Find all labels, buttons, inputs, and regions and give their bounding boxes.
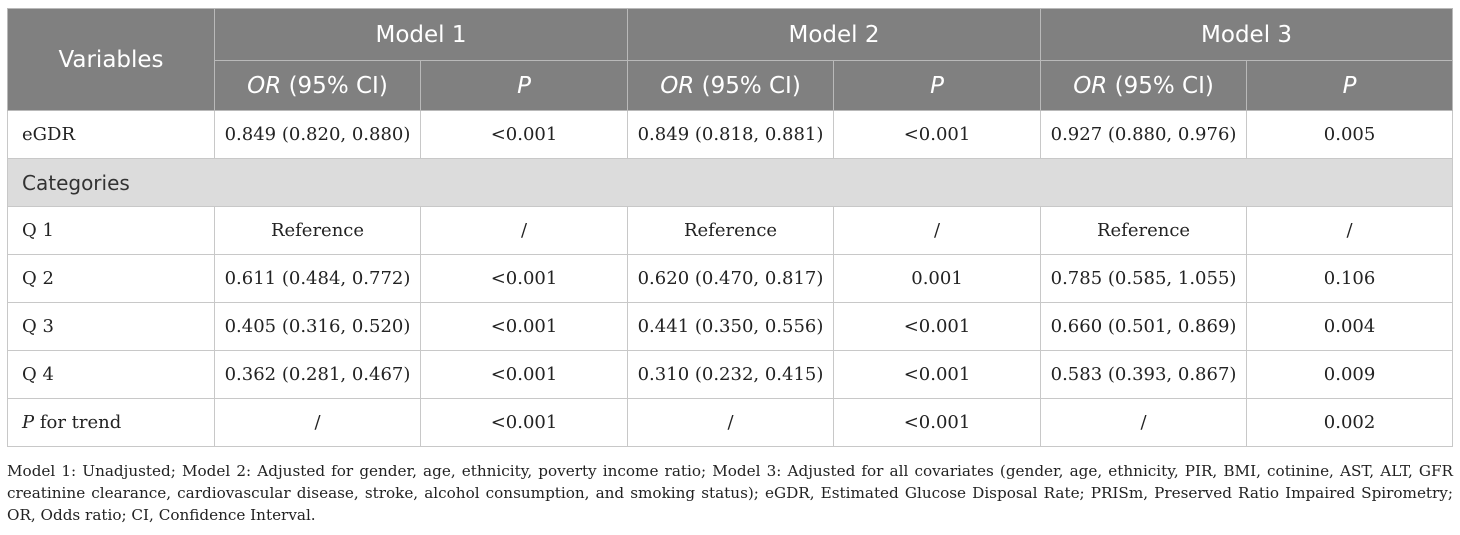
- or-label: OR: [247, 72, 282, 99]
- odds-ratio-table: Variables Model 1 Model 2 Model 3 OR (95…: [6, 8, 1454, 447]
- header-row-models: Variables Model 1 Model 2 Model 3: [7, 8, 1454, 111]
- results-table-container: Variables Model 1 Model 2 Model 3 OR (95…: [6, 8, 1454, 447]
- row-label: P for trend: [7, 398, 215, 447]
- table-cell: /: [214, 398, 421, 447]
- table-cell: 0.009: [1246, 350, 1454, 399]
- table-cell: <0.001: [833, 350, 1042, 399]
- table-cell: /: [1246, 206, 1454, 255]
- header-p-2: P: [833, 60, 1042, 111]
- ci-label: (95% CI): [694, 72, 801, 99]
- table-cell: 0.611 (0.484, 0.772): [214, 254, 421, 303]
- table-cell: 0.620 (0.470, 0.817): [627, 254, 835, 303]
- table-cell: 0.849 (0.820, 0.880): [214, 110, 421, 159]
- table-cell: 0.004: [1246, 302, 1454, 351]
- table-cell: <0.001: [833, 302, 1042, 351]
- table-row-egdr: eGDR 0.849 (0.820, 0.880) <0.001 0.849 (…: [7, 110, 1454, 159]
- table-cell: 0.106: [1246, 254, 1454, 303]
- trend-label: for trend: [34, 412, 122, 433]
- table-cell: Reference: [1040, 206, 1248, 255]
- table-cell: 0.927 (0.880, 0.976): [1040, 110, 1248, 159]
- header-model-1: Model 1: [213, 8, 629, 61]
- header-p-1: P: [419, 60, 629, 111]
- table-cell: 0.002: [1246, 398, 1454, 447]
- table-cell: <0.001: [419, 254, 629, 303]
- table-cell: <0.001: [833, 398, 1042, 447]
- table-row: Q 2 0.611 (0.484, 0.772) <0.001 0.620 (0…: [7, 254, 1454, 303]
- header-or-ci-2: OR (95% CI): [627, 60, 835, 111]
- table-cell: <0.001: [419, 350, 629, 399]
- row-label: Q 1: [7, 206, 215, 255]
- table-cell: 0.310 (0.232, 0.415): [627, 350, 835, 399]
- table-cell: 0.583 (0.393, 0.867): [1040, 350, 1248, 399]
- table-cell: <0.001: [419, 110, 629, 159]
- table-row-p-for-trend: P for trend / <0.001 / <0.001 / 0.002: [7, 398, 1454, 447]
- table-row: Q 1 Reference / Reference / Reference /: [7, 206, 1454, 255]
- table-cell: <0.001: [833, 110, 1042, 159]
- or-label: OR: [1073, 72, 1108, 99]
- header-or-ci-3: OR (95% CI): [1040, 60, 1248, 111]
- table-cell: 0.849 (0.818, 0.881): [627, 110, 835, 159]
- table-cell: 0.362 (0.281, 0.467): [214, 350, 421, 399]
- table-cell: /: [1040, 398, 1248, 447]
- header-or-ci-1: OR (95% CI): [214, 60, 421, 111]
- table-cell: 0.785 (0.585, 1.055): [1040, 254, 1248, 303]
- row-label: Q 3: [7, 302, 215, 351]
- table-cell: /: [627, 398, 835, 447]
- header-model-3: Model 3: [1040, 8, 1454, 61]
- row-label: Q 4: [7, 350, 215, 399]
- table-row: Q 3 0.405 (0.316, 0.520) <0.001 0.441 (0…: [7, 302, 1454, 351]
- row-label: Q 2: [7, 254, 215, 303]
- table-cell: <0.001: [419, 302, 629, 351]
- ci-label: (95% CI): [1107, 72, 1214, 99]
- row-label: eGDR: [7, 110, 215, 159]
- table-footnote: Model 1: Unadjusted; Model 2: Adjusted f…: [7, 462, 1453, 524]
- table-cell: Reference: [214, 206, 421, 255]
- section-label: Categories: [6, 158, 1454, 207]
- ci-label: (95% CI): [281, 72, 388, 99]
- table-cell: Reference: [627, 206, 835, 255]
- table-cell: 0.405 (0.316, 0.520): [214, 302, 421, 351]
- table-cell: <0.001: [419, 398, 629, 447]
- table-cell: 0.005: [1246, 110, 1454, 159]
- header-row-stats: OR (95% CI) P OR (95% CI) P OR (95% CI) …: [8, 60, 1454, 111]
- header-model-2: Model 2: [627, 8, 1042, 61]
- table-cell: /: [419, 206, 629, 255]
- or-label: OR: [660, 72, 695, 99]
- table-cell: /: [833, 206, 1042, 255]
- section-row-categories: Categories: [6, 158, 1454, 207]
- table-cell: 0.441 (0.350, 0.556): [627, 302, 835, 351]
- table-cell: 0.001: [833, 254, 1042, 303]
- header-variables: Variables: [7, 8, 215, 111]
- table-cell: 0.660 (0.501, 0.869): [1040, 302, 1248, 351]
- header-p-3: P: [1246, 60, 1454, 111]
- p-italic-label: P: [22, 412, 35, 433]
- table-row: Q 4 0.362 (0.281, 0.467) <0.001 0.310 (0…: [7, 350, 1454, 399]
